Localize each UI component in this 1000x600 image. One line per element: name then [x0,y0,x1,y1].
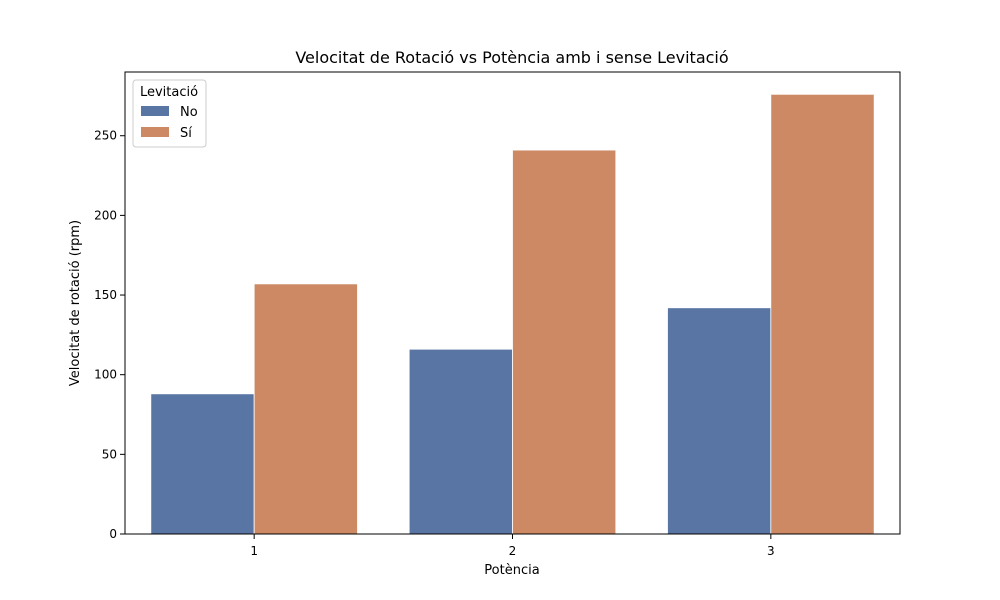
x-tick-label: 2 [509,544,517,558]
legend-swatch-1 [141,106,169,116]
bar-no-3 [667,307,772,535]
legend-swatch-2 [141,127,169,137]
x-axis-label: Potència [484,563,539,578]
bar-no-1 [150,393,255,535]
y-tick-label: 150 [94,288,117,302]
y-tick-label: 0 [109,527,117,541]
y-tick-label: 250 [94,129,117,143]
bar-no-2 [408,348,513,535]
y-axis-label: Velocitat de rotació (rpm) [68,220,83,386]
legend-title: Levitació [140,85,198,100]
x-tick-label: 1 [250,544,258,558]
x-tick-label: 3 [767,544,775,558]
y-axis: 0 50 100 150 200 250 [94,129,125,541]
legend: Levitació No Sí [132,79,207,148]
bar-s-1 [253,283,358,535]
y-tick-label: 200 [94,208,117,222]
y-tick-label: 50 [102,447,117,461]
bar-s-2 [512,149,617,535]
bars-group [150,93,875,535]
chart-title: Velocitat de Rotació vs Potència amb i s… [295,48,728,67]
x-axis: 1 2 3 [250,534,775,558]
bar-s-3 [770,93,875,535]
legend-label-2: Sí [180,126,192,141]
y-tick-label: 100 [94,368,117,382]
legend-items: No Sí [141,105,198,141]
legend-label-1: No [180,105,198,120]
